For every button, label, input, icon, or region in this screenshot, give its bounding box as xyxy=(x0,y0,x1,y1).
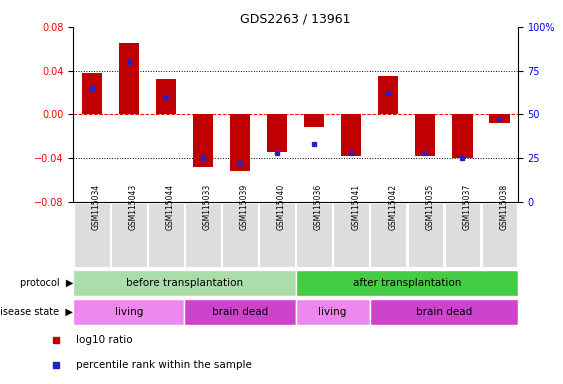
Bar xyxy=(489,114,510,123)
Bar xyxy=(341,114,361,156)
Text: GSM115033: GSM115033 xyxy=(203,184,212,230)
Text: GSM115037: GSM115037 xyxy=(462,184,471,230)
FancyBboxPatch shape xyxy=(481,203,517,268)
Bar xyxy=(267,114,287,152)
FancyBboxPatch shape xyxy=(185,203,221,268)
Text: GSM115034: GSM115034 xyxy=(92,184,101,230)
Bar xyxy=(378,76,399,114)
FancyBboxPatch shape xyxy=(370,299,518,325)
Text: GSM115039: GSM115039 xyxy=(240,184,249,230)
Text: percentile rank within the sample: percentile rank within the sample xyxy=(76,360,252,370)
Bar xyxy=(82,73,102,114)
FancyBboxPatch shape xyxy=(296,299,370,325)
Text: brain dead: brain dead xyxy=(212,307,268,317)
Text: GSM115035: GSM115035 xyxy=(425,184,434,230)
FancyBboxPatch shape xyxy=(148,203,184,268)
Text: living: living xyxy=(115,307,143,317)
Bar xyxy=(155,79,176,114)
FancyBboxPatch shape xyxy=(74,203,110,268)
Text: before transplantation: before transplantation xyxy=(126,278,243,288)
FancyBboxPatch shape xyxy=(185,299,296,325)
Bar xyxy=(452,114,472,158)
FancyBboxPatch shape xyxy=(296,270,518,296)
Text: disease state  ▶: disease state ▶ xyxy=(0,307,73,317)
Text: GSM115038: GSM115038 xyxy=(499,184,508,230)
FancyBboxPatch shape xyxy=(333,203,369,268)
Text: GSM115043: GSM115043 xyxy=(129,184,138,230)
FancyBboxPatch shape xyxy=(222,203,258,268)
Bar xyxy=(230,114,250,171)
Text: after transplantation: after transplantation xyxy=(352,278,461,288)
Text: GSM115036: GSM115036 xyxy=(314,184,323,230)
Text: brain dead: brain dead xyxy=(415,307,472,317)
FancyBboxPatch shape xyxy=(370,203,406,268)
FancyBboxPatch shape xyxy=(296,203,332,268)
Title: GDS2263 / 13961: GDS2263 / 13961 xyxy=(240,13,351,26)
Text: GSM115044: GSM115044 xyxy=(166,184,175,230)
FancyBboxPatch shape xyxy=(408,203,443,268)
Bar xyxy=(415,114,436,156)
FancyBboxPatch shape xyxy=(73,270,296,296)
FancyBboxPatch shape xyxy=(111,203,146,268)
Text: protocol  ▶: protocol ▶ xyxy=(20,278,73,288)
FancyBboxPatch shape xyxy=(73,299,185,325)
Text: GSM115040: GSM115040 xyxy=(277,184,286,230)
Bar xyxy=(304,114,324,127)
Text: log10 ratio: log10 ratio xyxy=(76,335,133,345)
FancyBboxPatch shape xyxy=(259,203,295,268)
FancyBboxPatch shape xyxy=(445,203,480,268)
Bar xyxy=(119,43,139,114)
Text: GSM115041: GSM115041 xyxy=(351,184,360,230)
Bar xyxy=(193,114,213,167)
Text: GSM115042: GSM115042 xyxy=(388,184,397,230)
Text: living: living xyxy=(319,307,347,317)
